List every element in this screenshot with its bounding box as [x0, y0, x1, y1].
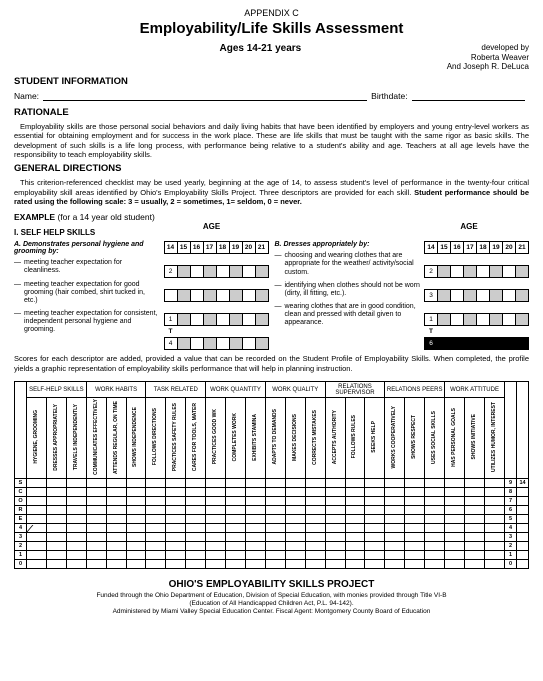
directions-text: This criterion-referenced checklist may … [14, 178, 529, 206]
grid-a: 1415161718192021 2 1 T 4 [164, 241, 269, 350]
name-field[interactable] [43, 91, 367, 101]
rationale-hdr: RATIONALE [14, 107, 529, 118]
skill-column-a: A. Demonstrates personal hygiene and gro… [14, 241, 269, 350]
footer-text: Funded through the Ohio Department of Ed… [14, 592, 529, 615]
grid-b: 1415161718192021 2 3 1 T 6 [424, 241, 529, 350]
profile-chart: SELF-HELP SKILLSWORK HABITSTASK RELATEDW… [14, 381, 529, 569]
birthdate-label: Birthdate: [371, 91, 407, 101]
footer-title: OHIO'S EMPLOYABILITY SKILLS PROJECT [14, 579, 529, 590]
name-label: Name: [14, 91, 39, 101]
developed-by: developed by Roberta Weaver And Joseph R… [447, 43, 529, 72]
birthdate-field[interactable] [412, 91, 525, 101]
skill-column-b: B. Dresses appropriately by: —choosing a… [275, 241, 530, 350]
score-text: Scores for each descriptor are added, pr… [14, 354, 529, 373]
rationale-text: Employability skills are those personal … [14, 122, 529, 160]
age-hdr-right: AGE [409, 222, 529, 237]
page-title: Employability/Life Skills Assessment [14, 20, 529, 37]
appendix-label: APPENDIX C [14, 8, 529, 18]
age-hdr-left: AGE [152, 222, 272, 237]
section-roman: I. SELF HELP SKILLS [14, 228, 152, 237]
student-info-hdr: STUDENT INFORMATION [14, 76, 529, 87]
age-range: Ages 14-21 years [14, 43, 447, 72]
example-hdr: EXAMPLE (for a 14 year old student) [14, 212, 529, 222]
directions-hdr: GENERAL DIRECTIONS [14, 163, 529, 174]
